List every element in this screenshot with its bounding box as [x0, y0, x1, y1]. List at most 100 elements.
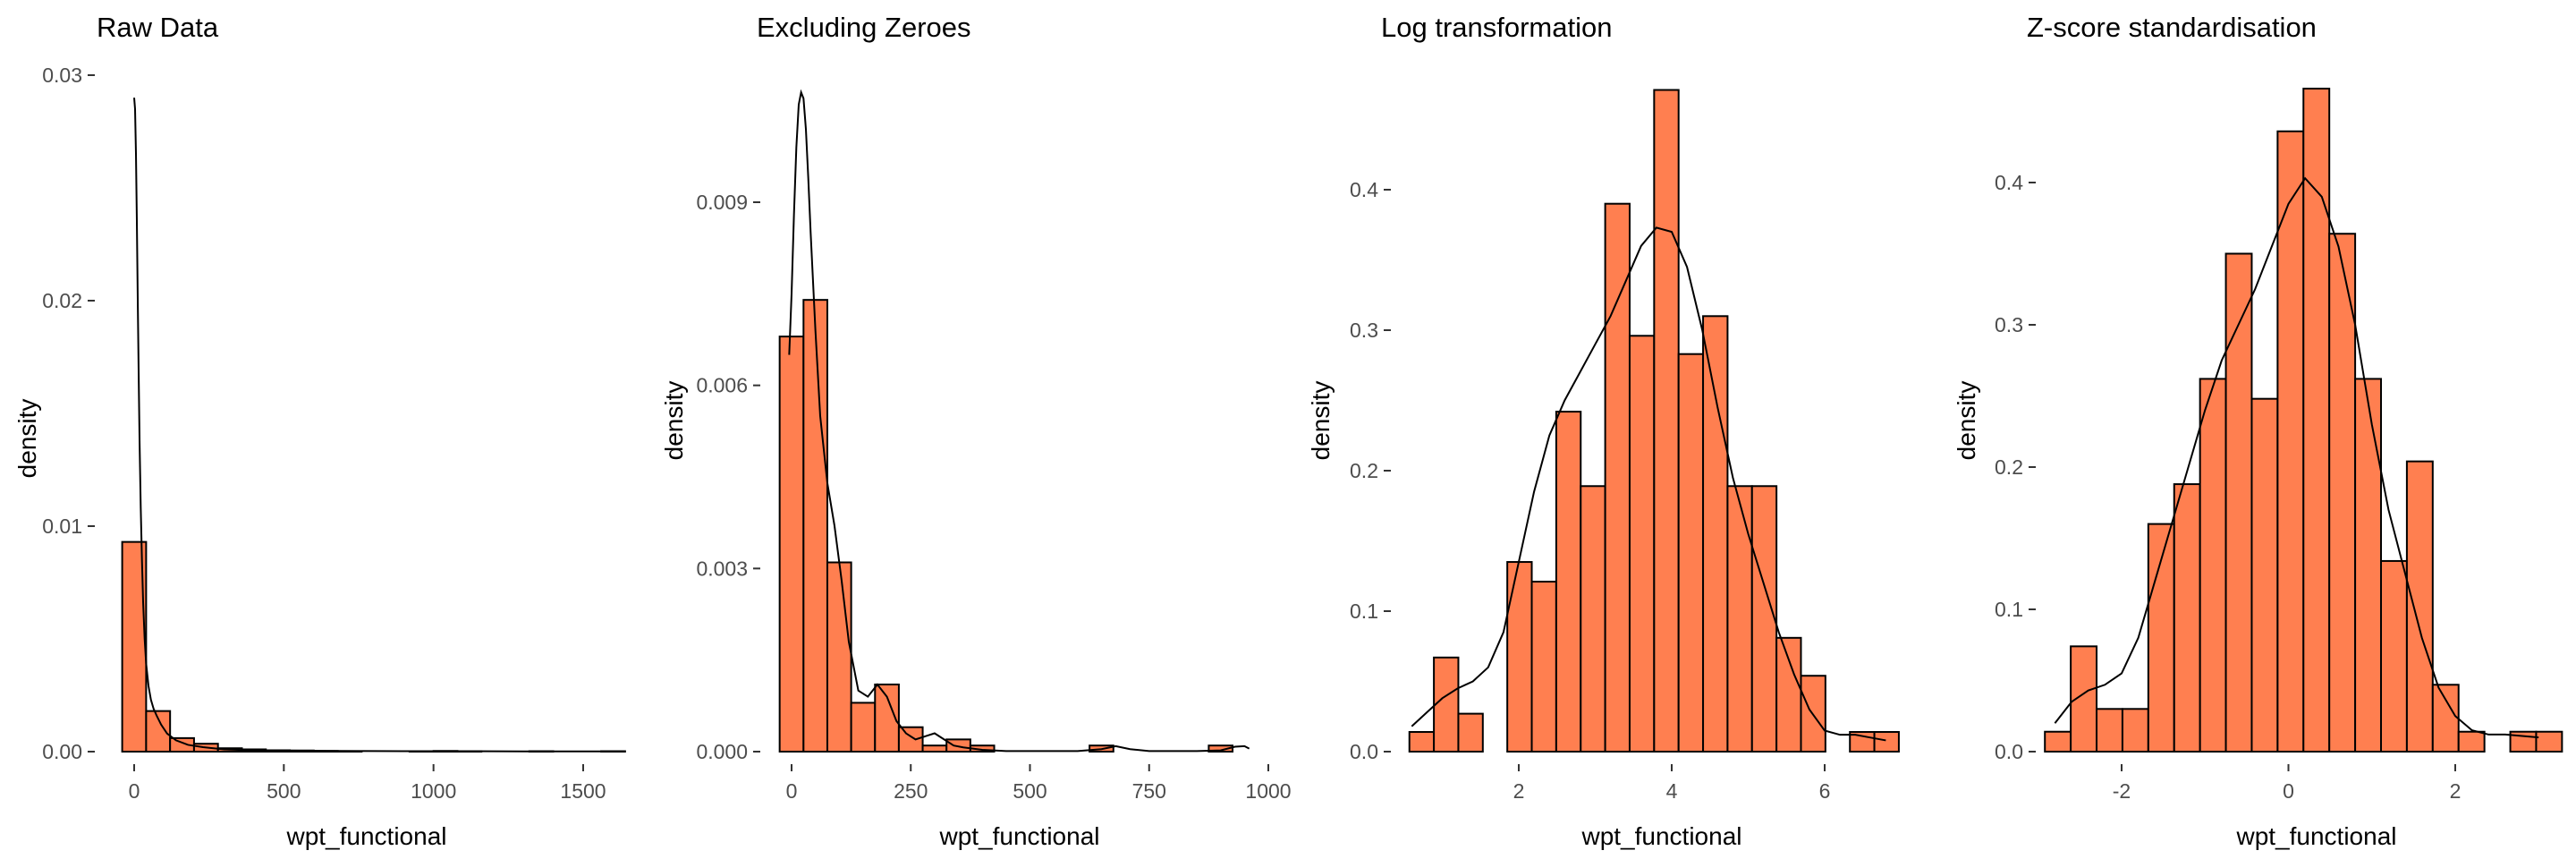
- histogram-bar: [1555, 411, 1582, 753]
- y-tick-label: 0.0: [1350, 740, 1378, 763]
- y-tick-label: 0.2: [1995, 455, 2023, 479]
- histogram-bar: [1726, 485, 1753, 753]
- x-axis-title: wpt_functional: [285, 822, 446, 850]
- x-tick-label: 0: [129, 779, 140, 803]
- histogram-bar: [2224, 252, 2253, 753]
- histogram-bar: [1628, 335, 1656, 753]
- y-tick-label: 0.4: [1350, 178, 1378, 201]
- y-tick-label: 0.01: [42, 515, 82, 538]
- histogram-bar: [2354, 378, 2383, 753]
- x-tick-label: 2: [1513, 779, 1525, 803]
- y-axis-ticks: 0.000 0.003 0.006 0.009: [696, 191, 760, 763]
- y-tick-label: 0.3: [1350, 319, 1378, 342]
- density-curve: [1411, 226, 1886, 742]
- y-tick-label: 0.3: [1995, 313, 2023, 336]
- panel-title: Excluding Zeroes: [757, 12, 971, 43]
- x-tick-label: 0: [786, 779, 798, 803]
- histogram-bar: [1530, 581, 1557, 753]
- y-tick-label: 0.1: [1350, 600, 1378, 623]
- x-tick-label: 6: [1819, 779, 1831, 803]
- histogram-bar: [1653, 89, 1680, 753]
- y-axis-title: density: [1307, 381, 1335, 461]
- y-tick-label: 0.009: [696, 191, 748, 214]
- x-axis-ticks: -2 0 2: [2113, 764, 2462, 803]
- y-tick-label: 0.2: [1350, 459, 1378, 482]
- x-tick-label: -2: [2113, 779, 2131, 803]
- histogram-bar: [897, 726, 924, 753]
- y-tick-label: 0.003: [696, 557, 748, 580]
- x-tick-label: 2: [2450, 779, 2462, 803]
- y-axis-title: density: [660, 381, 688, 461]
- histogram-bar: [2457, 730, 2486, 753]
- histogram-bar: [2405, 460, 2434, 753]
- histogram-bar: [2535, 730, 2563, 753]
- panel-log-transformation: Log transformation 2 4 6 0.0 0.1 0.2 0.3 0.4 w…: [1307, 12, 1900, 850]
- panel-raw-data: Raw Data 0 500 1000 1500 0.00 0.01 0.02 0.03 w…: [13, 12, 626, 850]
- histogram-bar: [2173, 483, 2201, 753]
- x-axis-title: wpt_functional: [2235, 822, 2396, 850]
- x-axis-ticks: 2 4 6: [1513, 764, 1831, 803]
- x-tick-label: 1000: [411, 779, 456, 803]
- x-tick-label: 250: [894, 779, 928, 803]
- histogram-bar: [2276, 130, 2305, 753]
- panel-title: Log transformation: [1381, 12, 1612, 43]
- histogram-bar: [2044, 730, 2072, 753]
- x-axis-title: wpt_functional: [1580, 822, 1741, 850]
- histogram-bar: [1408, 731, 1436, 753]
- histogram-bar: [2328, 233, 2357, 753]
- y-axis-ticks: 0.00 0.01 0.02 0.03: [42, 64, 95, 763]
- x-tick-label: 750: [1132, 779, 1166, 803]
- panel-excluding-zeroes: Excluding Zeroes 0 250 500 750 1000 0.0000.0…: [660, 12, 1292, 850]
- histogram-bar: [802, 299, 828, 753]
- histogram-bar: [850, 702, 877, 753]
- histogram-bar: [2070, 645, 2098, 753]
- panel-title: Z-score standardisation: [2027, 12, 2317, 43]
- y-tick-label: 0.03: [42, 64, 82, 87]
- y-tick-label: 0.006: [696, 374, 748, 397]
- density-curve: [2054, 176, 2539, 739]
- histogram-bar: [2199, 378, 2227, 753]
- bars-group: [1408, 89, 1900, 753]
- histogram-bar: [778, 336, 805, 753]
- x-tick-label: 0: [2283, 779, 2294, 803]
- histogram-bar: [1208, 744, 1234, 753]
- histogram-bar: [1775, 636, 1802, 753]
- y-tick-label: 0.02: [42, 289, 82, 312]
- x-axis-title: wpt_functional: [938, 822, 1099, 850]
- histogram-bar: [921, 744, 948, 753]
- histogram-bar: [826, 561, 852, 753]
- bars-group: [778, 299, 1234, 753]
- histogram-bar: [1433, 656, 1460, 753]
- y-axis-ticks: 0.0 0.1 0.2 0.3 0.4: [1350, 178, 1391, 763]
- x-tick-label: 500: [1013, 779, 1046, 803]
- histogram-bar: [2121, 708, 2149, 753]
- density-curve: [788, 89, 1250, 753]
- panel-z-score: Z-score standardisation -2 0 2 0.00.10.20.…: [1953, 12, 2563, 850]
- histogram-bar: [2096, 708, 2123, 753]
- histogram-bar: [1580, 485, 1606, 753]
- histogram-bar: [1677, 353, 1705, 753]
- x-axis-ticks: 0 250 500 750 1000: [786, 764, 1292, 803]
- histogram-bar: [1750, 485, 1778, 753]
- panel-title: Raw Data: [97, 12, 219, 43]
- y-tick-label: 0.0: [1995, 740, 2023, 763]
- y-axis-title: density: [13, 399, 41, 479]
- histogram-bar: [2431, 684, 2460, 753]
- y-tick-label: 0.1: [1995, 598, 2023, 621]
- y-tick-label: 0.4: [1995, 171, 2023, 194]
- x-tick-label: 500: [267, 779, 301, 803]
- x-tick-label: 1500: [560, 779, 606, 803]
- x-tick-label: 4: [1666, 779, 1678, 803]
- histogram-bar: [1506, 561, 1533, 753]
- bars-group: [2044, 88, 2563, 753]
- histogram-bar: [1604, 202, 1631, 753]
- histogram-bar: [2380, 559, 2408, 753]
- y-axis-ticks: 0.0 0.1 0.2 0.3 0.4: [1995, 171, 2036, 763]
- x-tick-label: 1000: [1245, 779, 1291, 803]
- y-tick-label: 0.00: [42, 740, 82, 763]
- histogram-bar: [1702, 315, 1729, 753]
- density-curve: [133, 98, 614, 753]
- histogram-bar: [2302, 88, 2331, 753]
- y-axis-title: density: [1953, 381, 1980, 461]
